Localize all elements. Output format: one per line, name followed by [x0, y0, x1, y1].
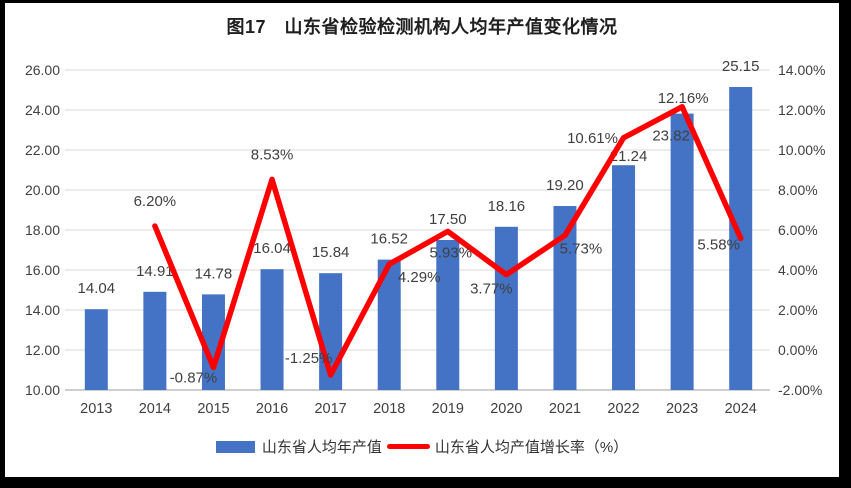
- growth-rate-label: 6.20%: [134, 193, 177, 210]
- left-axis-tick-label: 22.00: [25, 142, 60, 158]
- right-axis-tick-label: -2.00%: [778, 382, 822, 398]
- bar-value-label: 23.82: [652, 128, 690, 145]
- right-axis-tick-label: 2.00%: [778, 302, 818, 318]
- legend-item-line-series: 山东省人均产值增长率（%）: [382, 436, 628, 457]
- x-axis-label: 2022: [607, 401, 639, 417]
- right-axis-tick-label: 6.00%: [778, 222, 818, 238]
- bar-2020: [494, 226, 518, 390]
- growth-rate-label: 3.77%: [470, 281, 513, 298]
- right-axis-tick-label: 4.00%: [778, 262, 818, 278]
- bar-value-label: 15.84: [312, 244, 350, 261]
- bar-value-label: 16.04: [253, 240, 291, 257]
- x-axis-label: 2017: [314, 401, 346, 417]
- bar-2019: [436, 240, 460, 390]
- left-axis-tick-label: 14.00: [25, 302, 60, 318]
- bar-2023: [670, 113, 694, 390]
- bar-2013: [84, 309, 108, 390]
- x-axis-label: 2021: [549, 401, 581, 417]
- legend-label-bar-series: 山东省人均年产值: [261, 439, 382, 456]
- bar-value-label: 21.24: [610, 148, 648, 165]
- x-axis-label: 2016: [256, 401, 288, 417]
- growth-rate-label: 10.61%: [567, 130, 618, 147]
- bar-value-label: 19.20: [546, 177, 584, 194]
- left-axis-tick-label: 26.00: [25, 62, 60, 78]
- growth-rate-label: -0.87%: [170, 369, 218, 386]
- bar-2016: [260, 269, 284, 390]
- bar-series-swatch-icon: [215, 440, 255, 453]
- x-axis-label: 2024: [725, 401, 757, 417]
- bar-value-label: 14.91: [136, 263, 174, 280]
- growth-rate-label: 8.53%: [251, 146, 294, 163]
- x-axis-label: 2015: [197, 401, 229, 417]
- right-axis-tick-label: 12.00%: [778, 102, 825, 118]
- growth-rate-label: -1.25%: [285, 350, 333, 367]
- x-axis-label: 2013: [80, 401, 112, 417]
- right-axis-tick-label: 0.00%: [778, 342, 818, 358]
- bar-value-label: 14.78: [195, 265, 233, 282]
- bar-value-label: 18.16: [488, 198, 526, 215]
- chart-legend: 山东省人均年产值 山东省人均产值增长率（%）: [5, 436, 839, 457]
- x-axis-label: 2019: [432, 401, 464, 417]
- bar-2018: [377, 259, 401, 390]
- left-axis-tick-label: 10.00: [25, 382, 60, 398]
- growth-rate-label: 5.58%: [697, 236, 740, 253]
- x-axis-label: 2014: [139, 401, 171, 417]
- growth-rate-line: [152, 104, 744, 378]
- left-axis-tick-label: 20.00: [25, 182, 60, 198]
- x-axis-label: 2020: [490, 401, 522, 417]
- right-axis-tick-label: 14.00%: [778, 62, 825, 78]
- bar-2014: [143, 291, 167, 390]
- growth-rate-label: 4.29%: [398, 269, 441, 286]
- growth-rate-label: 5.73%: [560, 240, 603, 257]
- bar-value-label: 14.04: [78, 280, 116, 297]
- x-axis-label: 2023: [666, 401, 698, 417]
- bar-2021: [553, 206, 577, 390]
- legend-label-line-series: 山东省人均产值增长率（%）: [434, 439, 629, 456]
- chart-title: 图17 山东省检验检测机构人均年产值变化情况: [226, 17, 618, 37]
- x-axis-label: 2018: [373, 401, 405, 417]
- bar-2015: [201, 294, 225, 390]
- bar-value-label: 25.15: [722, 58, 760, 75]
- line-series-swatch-icon: [386, 444, 430, 449]
- chart-panel: [5, 3, 839, 477]
- left-axis-tick-label: 16.00: [25, 262, 60, 278]
- legend-item-bar-series: 山东省人均年产值: [215, 436, 382, 457]
- bar-2022: [612, 165, 636, 390]
- bar-value-label: 17.50: [429, 211, 467, 228]
- right-axis-tick-label: 8.00%: [778, 182, 818, 198]
- growth-rate-label: 12.16%: [658, 90, 709, 107]
- bar-value-label: 16.52: [370, 231, 408, 248]
- right-axis-tick-label: 10.00%: [778, 142, 825, 158]
- left-axis-tick-label: 18.00: [25, 222, 60, 238]
- growth-rate-label: 5.93%: [430, 244, 473, 261]
- left-axis-tick-label: 24.00: [25, 102, 60, 118]
- left-axis-tick-label: 12.00: [25, 342, 60, 358]
